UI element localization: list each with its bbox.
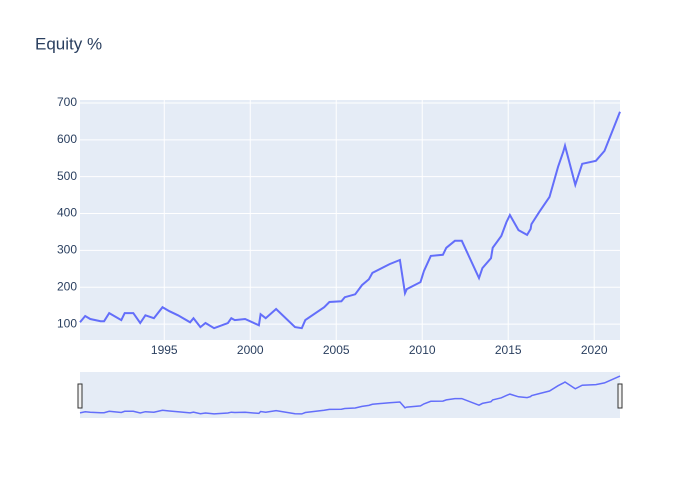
y-tick-label: 700 — [57, 95, 77, 109]
y-tick-label: 100 — [57, 316, 77, 330]
x-tick-label: 2020 — [581, 343, 608, 357]
y-tick-label: 300 — [57, 243, 77, 257]
range-slider-line — [79, 375, 621, 415]
x-tick-label: 1995 — [151, 343, 178, 357]
range-handle — [617, 383, 623, 409]
range-handle — [77, 383, 83, 409]
chart-title: Equity % — [35, 34, 102, 53]
y-tick-label: 200 — [57, 279, 77, 293]
x-tick-label: 2000 — [237, 343, 264, 357]
x-tick-label: 2005 — [323, 343, 350, 357]
y-tick-label: 500 — [57, 169, 77, 183]
x-tick-label: 2010 — [409, 343, 436, 357]
data-line — [79, 111, 621, 330]
y-tick-label: 600 — [57, 132, 77, 146]
x-tick-label: 2015 — [495, 343, 522, 357]
plot-area — [80, 100, 620, 340]
y-tick-label: 400 — [57, 206, 77, 220]
